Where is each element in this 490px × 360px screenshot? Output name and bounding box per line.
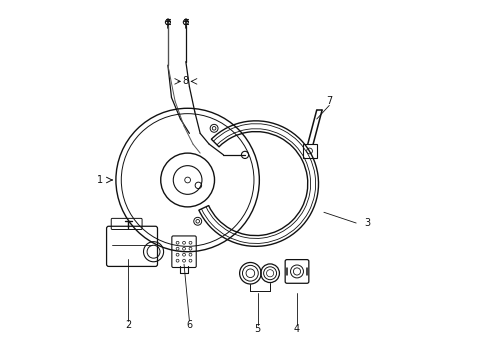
Text: 2: 2 [125, 320, 132, 330]
Text: 3: 3 [364, 218, 370, 228]
Text: 8: 8 [183, 76, 189, 86]
Text: 4: 4 [294, 324, 300, 334]
Text: 1: 1 [97, 175, 103, 185]
Text: 5: 5 [254, 324, 261, 334]
Text: 7: 7 [326, 96, 332, 106]
Text: 6: 6 [186, 320, 193, 330]
